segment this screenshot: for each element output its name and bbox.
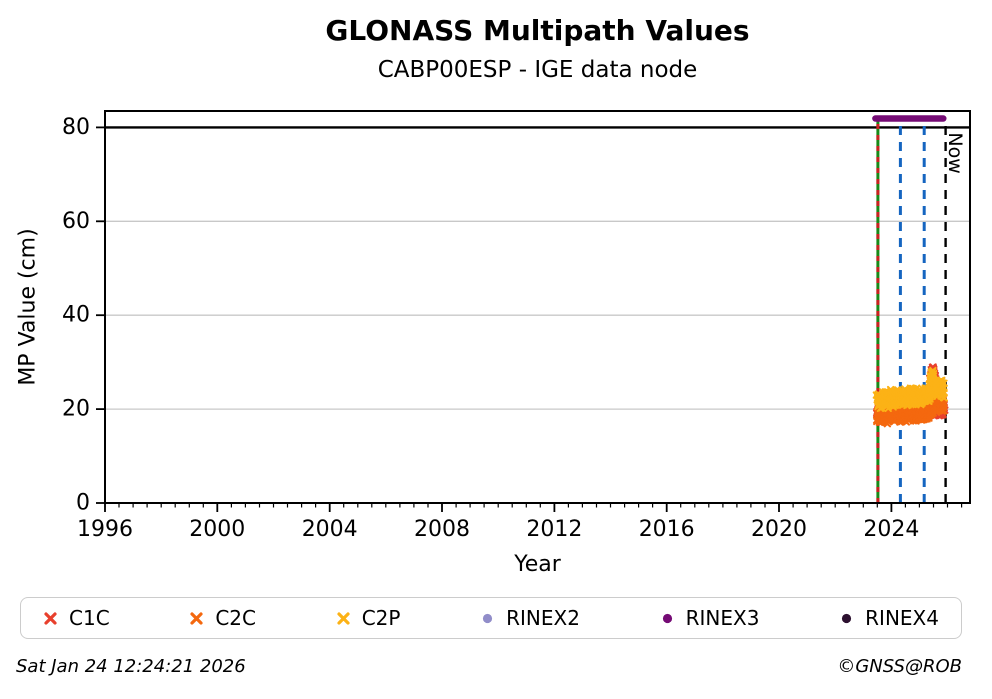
rinex3-marker-icon xyxy=(662,613,672,623)
svg-text:80: 80 xyxy=(62,115,90,140)
legend-item-rinex3: RINEX3 xyxy=(660,606,760,630)
now-label: Now xyxy=(944,132,966,173)
legend-label: RINEX4 xyxy=(865,606,939,630)
c2c-marker-icon xyxy=(190,611,203,625)
svg-text:2024: 2024 xyxy=(863,517,919,542)
chart-subtitle: CABP00ESP - IGE data node xyxy=(377,57,698,83)
c2p-marker-icon xyxy=(337,611,350,625)
legend-item-c1c: C1C xyxy=(43,606,110,630)
legend-item-c2p: C2P xyxy=(336,606,401,630)
svg-text:60: 60 xyxy=(62,209,90,234)
copyright: ©GNSS@ROB xyxy=(837,656,962,677)
svg-text:2012: 2012 xyxy=(526,517,582,542)
rinex4-marker-icon xyxy=(842,613,852,623)
svg-text:40: 40 xyxy=(62,303,90,328)
legend: C1C C2C C2P RINEX2 RINEX3 RINEX4 xyxy=(20,597,962,639)
legend-item-c2c: C2C xyxy=(189,606,256,630)
svg-text:2004: 2004 xyxy=(302,517,358,542)
svg-text:0: 0 xyxy=(76,491,90,516)
timestamp: Sat Jan 24 12:24:21 2026 xyxy=(16,656,246,677)
rinex2-marker-icon xyxy=(483,613,493,623)
legend-label: C2C xyxy=(215,606,256,630)
svg-text:1996: 1996 xyxy=(77,517,133,542)
legend-label: C1C xyxy=(69,606,110,630)
x-axis-label: Year xyxy=(514,552,561,577)
legend-label: RINEX3 xyxy=(685,606,760,630)
svg-text:2016: 2016 xyxy=(639,517,695,542)
svg-text:2020: 2020 xyxy=(751,517,807,542)
legend-label: RINEX2 xyxy=(506,606,580,630)
legend-item-rinex4: RINEX4 xyxy=(839,606,939,630)
svg-text:2000: 2000 xyxy=(189,517,245,542)
svg-text:2008: 2008 xyxy=(414,517,470,542)
legend-label: C2P xyxy=(361,606,401,630)
svg-text:20: 20 xyxy=(62,397,90,422)
plot-area: 0 20 40 60 80 1996 2000 2004 2008 2012 2016 2020 202… xyxy=(62,110,971,542)
c1c-marker-icon xyxy=(44,611,57,625)
legend-item-rinex2: RINEX2 xyxy=(480,606,580,630)
chart-title: GLONASS Multipath Values xyxy=(325,14,750,47)
